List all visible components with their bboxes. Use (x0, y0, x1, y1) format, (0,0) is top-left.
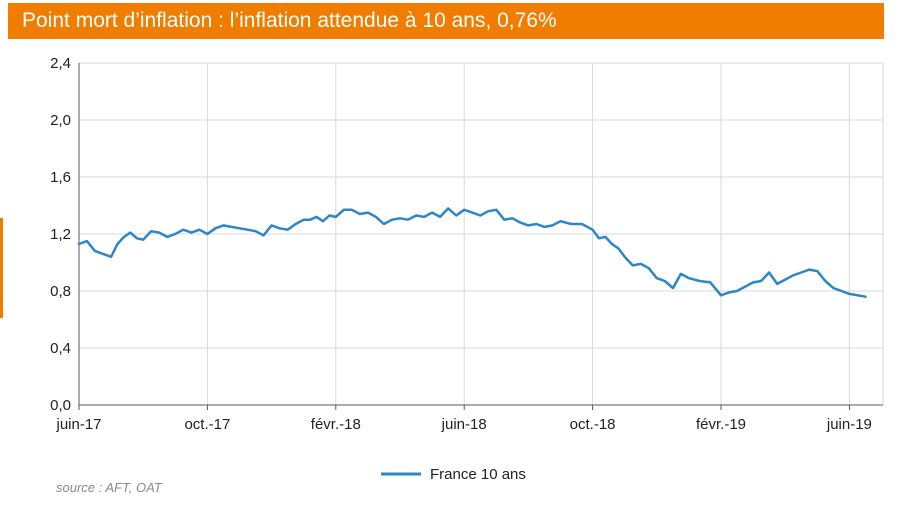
series-layer (77, 207, 867, 298)
y-tick-label: 0,4 (50, 340, 71, 357)
x-tick-label: oct.-18 (570, 416, 616, 433)
left-accent-mark (0, 218, 3, 318)
y-tick-label: 2,4 (50, 55, 71, 72)
legend-label: France 10 ans (430, 466, 526, 483)
axes: 0,0 0,4 0,8 1,2 1,6 2,0 2,4 juin-17 oct.-17 févr.… (50, 55, 883, 433)
y-tick-label: 1,6 (50, 169, 71, 186)
x-tick-label: juin-19 (826, 416, 872, 433)
y-tick-label: 1,2 (50, 226, 71, 243)
grid-lines (79, 62, 884, 405)
legend: France 10 ans (381, 466, 526, 483)
chart-title: Point mort d’inflation : l’inflation att… (22, 9, 557, 32)
series-line-france-10-ans (77, 207, 867, 298)
x-tick-label: juin-17 (55, 416, 101, 433)
y-tick-label: 2,0 (50, 112, 71, 129)
chart-title-banner: Point mort d’inflation : l’inflation att… (8, 3, 884, 39)
x-tick-label: févr.-18 (311, 416, 361, 433)
y-tick-label: 0,0 (50, 397, 71, 414)
y-tick-label: 0,8 (50, 283, 71, 300)
x-tick-label: juin-18 (441, 416, 487, 433)
source-note: source : AFT, OAT (56, 480, 162, 495)
x-tick-label: févr.-19 (696, 416, 746, 433)
x-tick-label: oct.-17 (184, 416, 230, 433)
